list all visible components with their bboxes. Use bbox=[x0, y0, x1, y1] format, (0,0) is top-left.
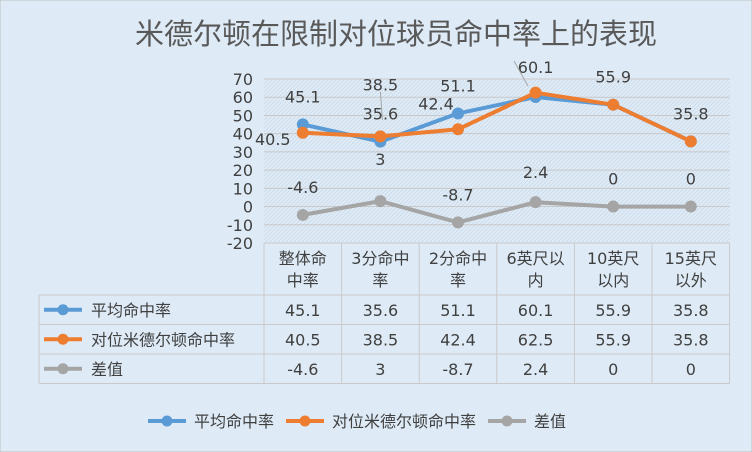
data-label: 60.1 bbox=[518, 58, 554, 77]
category-label: 3分命中 bbox=[351, 249, 409, 268]
category-label: 以外 bbox=[675, 271, 707, 290]
table-cell: 40.5 bbox=[285, 330, 321, 349]
data-point bbox=[607, 200, 620, 213]
table-legend-key-marker bbox=[57, 363, 69, 375]
category-label: 以内 bbox=[597, 271, 629, 290]
data-point bbox=[684, 135, 697, 148]
data-label: 35.6 bbox=[363, 105, 399, 124]
table-cell: 51.1 bbox=[440, 301, 476, 320]
legend-entry: 对位米德尔顿命中率 bbox=[332, 412, 476, 431]
y-tick-label: 0 bbox=[243, 198, 253, 217]
y-tick-label: -20 bbox=[227, 234, 253, 253]
category-label: 6英尺以 bbox=[507, 249, 565, 268]
table-cell: 35.6 bbox=[363, 301, 399, 320]
table-cell: 42.4 bbox=[440, 330, 476, 349]
table-legend-key-marker bbox=[57, 304, 69, 316]
legend-key-marker bbox=[161, 415, 173, 427]
data-label: 3 bbox=[375, 150, 385, 169]
legend-entry: 差值 bbox=[534, 412, 566, 431]
table-cell: -4.6 bbox=[287, 360, 318, 379]
legend: 平均命中率 对位米德尔顿命中率 差值 bbox=[148, 412, 566, 431]
table-cell: 3 bbox=[375, 360, 385, 379]
chart-title: 米德尔顿在限制对位球员命中率上的表现 bbox=[135, 17, 657, 51]
data-point bbox=[684, 200, 697, 213]
series-line bbox=[302, 90, 692, 144]
table-cell: 62.5 bbox=[518, 330, 554, 349]
data-label: 2.4 bbox=[523, 163, 548, 182]
category-label: 2分命中 bbox=[429, 249, 487, 268]
category-label: 内 bbox=[528, 271, 544, 290]
data-point bbox=[607, 98, 620, 111]
data-labels: 45.1 35.6 51.1 60.1 55.9 35.8 40.5 38.5 42.4 -4.6… bbox=[255, 58, 709, 204]
table-series-name: 差值 bbox=[91, 360, 123, 379]
data-point bbox=[374, 130, 387, 143]
category-label: 整体命 bbox=[279, 249, 327, 268]
table-cell: 55.9 bbox=[595, 330, 631, 349]
table-cell: 2.4 bbox=[523, 360, 548, 379]
data-label: -4.6 bbox=[287, 178, 318, 197]
data-label: 0 bbox=[608, 170, 618, 189]
data-point bbox=[452, 123, 464, 136]
legend-key-marker bbox=[501, 415, 513, 427]
data-point bbox=[452, 216, 464, 229]
y-tick-label: 60 bbox=[233, 88, 253, 107]
data-label: -8.7 bbox=[442, 185, 473, 204]
data-point bbox=[296, 208, 309, 221]
legend-key-marker bbox=[299, 415, 311, 427]
table-cell: 60.1 bbox=[518, 301, 554, 320]
category-label: 10英尺 bbox=[587, 249, 639, 268]
data-label: 38.5 bbox=[363, 75, 399, 94]
label-leader-line bbox=[513, 60, 529, 87]
data-point bbox=[374, 195, 387, 208]
series-line bbox=[302, 199, 691, 225]
y-tick-label: 30 bbox=[233, 143, 253, 162]
table-cell: 0 bbox=[608, 360, 618, 379]
y-tick-label: 50 bbox=[233, 106, 253, 125]
table-cell: -8.7 bbox=[442, 360, 473, 379]
data-point bbox=[296, 126, 309, 139]
data-point bbox=[452, 107, 464, 120]
data-label: 55.9 bbox=[595, 68, 631, 87]
data-point bbox=[529, 196, 542, 209]
table-series-name: 对位米德尔顿命中率 bbox=[91, 330, 235, 349]
table-cell: 0 bbox=[686, 360, 696, 379]
data-label: 0 bbox=[686, 170, 696, 189]
table-cell: 55.9 bbox=[595, 301, 631, 320]
data-label: 45.1 bbox=[285, 87, 321, 106]
category-label: 率 bbox=[372, 271, 388, 290]
table-cell: 38.5 bbox=[363, 330, 399, 349]
data-point bbox=[529, 86, 542, 99]
legend-entry: 平均命中率 bbox=[194, 412, 274, 431]
table-cell: 35.8 bbox=[673, 330, 709, 349]
table-cell: 45.1 bbox=[285, 301, 321, 320]
y-tick-label: 10 bbox=[233, 179, 253, 198]
label-leader-line bbox=[379, 91, 383, 121]
category-label: 率 bbox=[450, 271, 466, 290]
data-label: 42.4 bbox=[418, 94, 454, 113]
category-label: 15英尺 bbox=[665, 249, 717, 268]
data-label: 51.1 bbox=[440, 76, 476, 95]
data-label: 40.5 bbox=[255, 130, 291, 149]
y-tick-label: 70 bbox=[233, 70, 253, 89]
table-cell: 35.8 bbox=[673, 301, 709, 320]
table-series-name: 平均命中率 bbox=[91, 301, 171, 320]
data-label: 35.8 bbox=[673, 104, 709, 123]
table-legend-key-marker bbox=[57, 333, 69, 345]
data-point bbox=[296, 118, 309, 131]
category-label: 中率 bbox=[287, 271, 319, 290]
y-tick-label: 40 bbox=[233, 125, 253, 144]
y-tick-label: -10 bbox=[227, 216, 253, 235]
y-tick-label: 20 bbox=[233, 161, 253, 180]
series-lines bbox=[296, 86, 697, 229]
